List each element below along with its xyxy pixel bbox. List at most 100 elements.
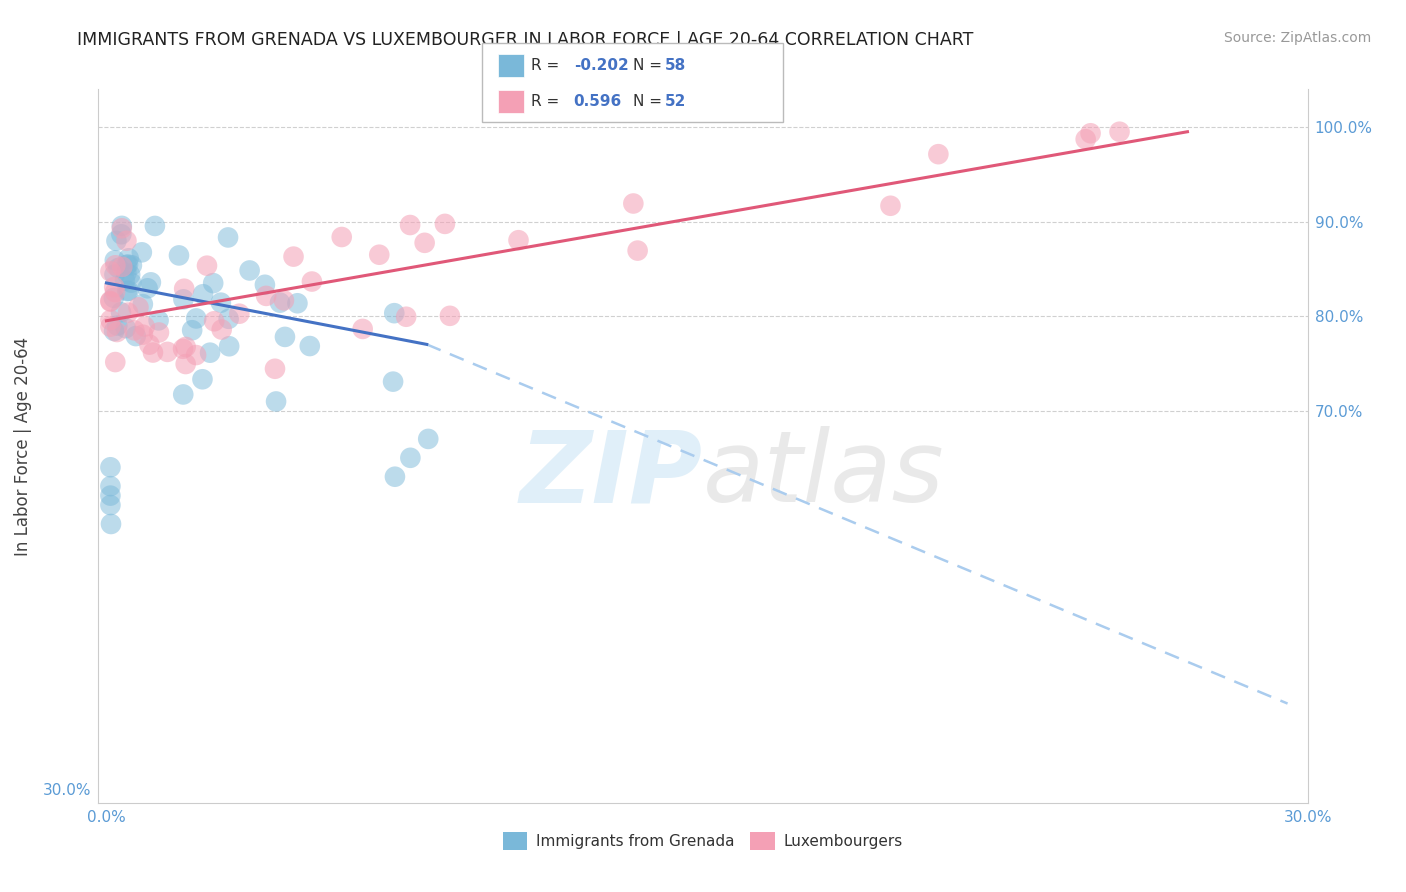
- Point: [191, 372, 214, 386]
- Point: [879, 199, 901, 213]
- Text: Source: ZipAtlas.com: Source: ZipAtlas.com: [1223, 31, 1371, 45]
- Point: [269, 295, 291, 310]
- Point: [110, 227, 132, 242]
- Point: [120, 276, 142, 290]
- Text: ZIP: ZIP: [520, 426, 703, 523]
- Point: [198, 345, 221, 359]
- Point: [105, 234, 128, 248]
- Point: [184, 348, 207, 362]
- Point: [100, 479, 122, 493]
- Point: [143, 219, 166, 233]
- Text: R =: R =: [531, 94, 565, 109]
- Point: [395, 310, 418, 324]
- Point: [239, 263, 262, 277]
- Point: [186, 311, 208, 326]
- Text: 52: 52: [665, 94, 686, 109]
- Point: [298, 339, 321, 353]
- Point: [103, 324, 125, 338]
- Point: [117, 305, 139, 319]
- Point: [100, 498, 122, 512]
- Point: [142, 345, 165, 359]
- Point: [100, 489, 122, 503]
- Point: [209, 295, 232, 310]
- Point: [104, 285, 127, 299]
- Point: [254, 289, 277, 303]
- Point: [352, 322, 374, 336]
- Point: [218, 339, 240, 353]
- Point: [273, 293, 295, 308]
- Point: [156, 344, 179, 359]
- Point: [202, 276, 225, 290]
- Point: [174, 357, 197, 371]
- Point: [139, 276, 162, 290]
- Point: [418, 432, 440, 446]
- Point: [115, 284, 138, 298]
- Point: [148, 313, 170, 327]
- Point: [103, 291, 125, 305]
- Point: [228, 307, 250, 321]
- Point: [104, 258, 127, 272]
- Point: [368, 248, 391, 262]
- Point: [114, 273, 136, 287]
- Point: [131, 245, 153, 260]
- Point: [217, 230, 239, 244]
- Point: [127, 301, 149, 315]
- Point: [433, 217, 456, 231]
- Point: [382, 375, 405, 389]
- Text: IMMIGRANTS FROM GRENADA VS LUXEMBOURGER IN LABOR FORCE | AGE 20-64 CORRELATION C: IMMIGRANTS FROM GRENADA VS LUXEMBOURGER …: [77, 31, 974, 49]
- Point: [927, 147, 949, 161]
- Point: [382, 306, 405, 320]
- Point: [399, 218, 422, 232]
- Point: [117, 284, 139, 298]
- Y-axis label: In Labor Force | Age 20-64: In Labor Force | Age 20-64: [14, 336, 32, 556]
- Point: [111, 221, 134, 235]
- Point: [103, 268, 125, 282]
- Text: 58: 58: [665, 58, 686, 73]
- Point: [100, 294, 122, 309]
- Point: [202, 314, 225, 328]
- Point: [100, 264, 122, 278]
- Point: [111, 219, 134, 233]
- Point: [211, 322, 233, 336]
- Point: [167, 248, 190, 262]
- Text: 0.596: 0.596: [574, 94, 621, 109]
- Point: [330, 230, 353, 244]
- Point: [264, 394, 287, 409]
- Point: [132, 327, 155, 342]
- Point: [107, 260, 129, 275]
- Point: [117, 257, 139, 271]
- Text: R =: R =: [531, 58, 565, 73]
- Point: [172, 342, 194, 356]
- Point: [384, 469, 406, 483]
- Point: [172, 293, 194, 307]
- Point: [287, 296, 309, 310]
- Text: N =: N =: [633, 58, 666, 73]
- Point: [283, 250, 305, 264]
- Point: [110, 305, 132, 319]
- Point: [111, 260, 134, 274]
- Point: [100, 319, 122, 334]
- Point: [104, 355, 127, 369]
- Point: [174, 340, 197, 354]
- Point: [100, 460, 122, 475]
- Point: [120, 268, 142, 282]
- Point: [274, 330, 297, 344]
- Point: [508, 233, 530, 247]
- Text: atlas: atlas: [703, 426, 945, 523]
- Point: [301, 275, 323, 289]
- Point: [136, 281, 159, 295]
- Point: [1074, 132, 1097, 146]
- Point: [439, 309, 461, 323]
- Point: [115, 266, 138, 280]
- Point: [413, 235, 436, 250]
- Point: [103, 280, 125, 294]
- Point: [134, 319, 156, 334]
- Point: [148, 326, 170, 340]
- Point: [115, 258, 138, 272]
- Point: [253, 277, 276, 292]
- Point: [264, 361, 287, 376]
- Point: [104, 253, 127, 268]
- Point: [218, 311, 240, 326]
- Point: [173, 282, 195, 296]
- Point: [172, 387, 194, 401]
